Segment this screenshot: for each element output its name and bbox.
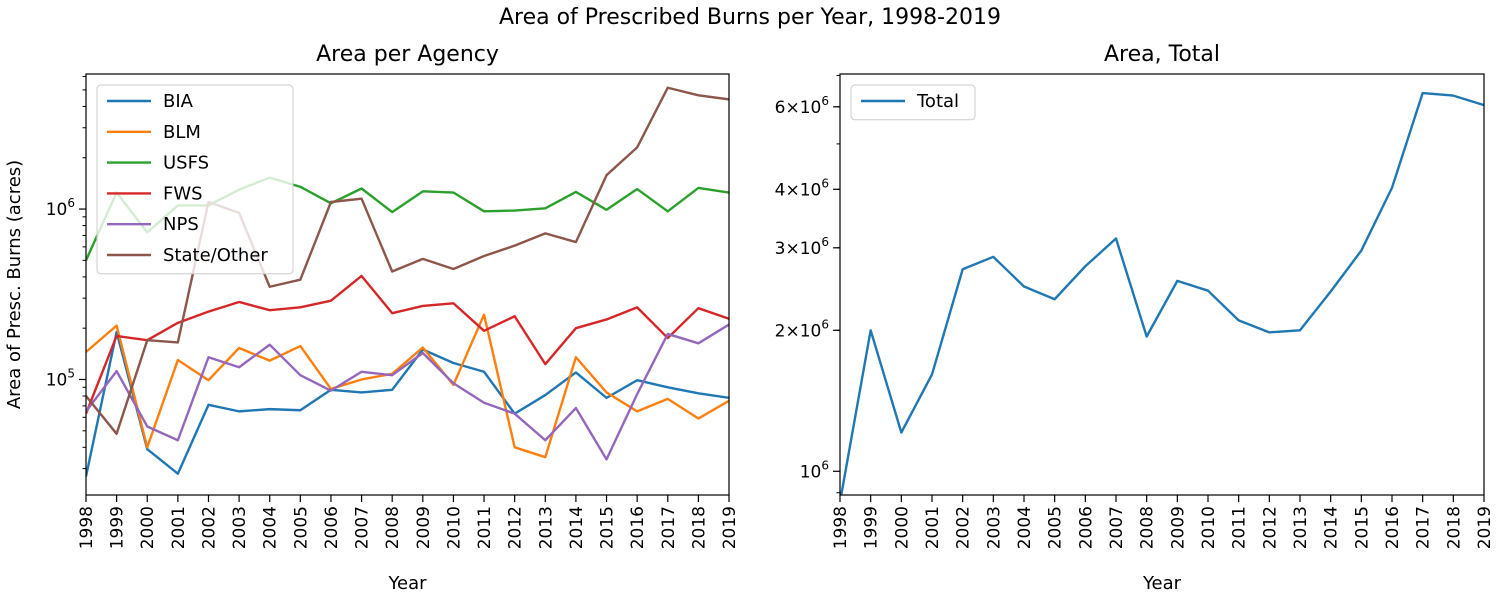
chart2-plot-frame bbox=[839, 73, 1485, 496]
chart2-xtick-label: 2004 bbox=[1015, 506, 1035, 549]
chart1-title: Area per Agency bbox=[316, 42, 499, 67]
chart1-xtick-label: 2012 bbox=[506, 506, 526, 549]
chart1-legend-label-usfs: USFS bbox=[163, 153, 209, 174]
chart2-ytick-label: 106 bbox=[800, 458, 829, 482]
chart2-xtick-label: 2002 bbox=[954, 506, 974, 549]
chart1-xlabel: Year bbox=[387, 573, 427, 594]
chart2-legend: Total bbox=[850, 84, 976, 121]
chart2-series-total bbox=[840, 91, 1484, 495]
chart1-series-bia bbox=[86, 330, 729, 477]
chart1-legend-label-nps: NPS bbox=[163, 214, 199, 235]
chart2-xtick-label: 2003 bbox=[984, 506, 1004, 549]
chart1-plot-frame bbox=[85, 73, 730, 496]
chart1-series-blm bbox=[86, 313, 729, 459]
chart2-xtick-label: 2007 bbox=[1107, 506, 1127, 549]
chart2-ytick-label: 2×106 bbox=[775, 317, 829, 341]
chart1-legend-label-state-other: State/Other bbox=[163, 245, 268, 266]
chart2-xtick-label: 2015 bbox=[1352, 506, 1372, 549]
chart2-xtick-label: 2009 bbox=[1168, 506, 1188, 549]
chart1-xtick-label: 2007 bbox=[353, 506, 373, 549]
chart1-xtick-label: 2006 bbox=[322, 506, 342, 549]
chart1-xtick-label: 1998 bbox=[77, 506, 97, 549]
chart1-ylabel: Area of Presc. Burns (acres) bbox=[4, 160, 25, 409]
figure-title: Area of Prescribed Burns per Year, 1998-… bbox=[499, 5, 1001, 30]
chart2-xtick-label: 2010 bbox=[1199, 506, 1219, 549]
chart1-xtick-label: 2009 bbox=[414, 506, 434, 549]
chart1-ytick-label: 106 bbox=[46, 196, 75, 220]
chart2-legend-label-total: Total bbox=[916, 91, 959, 112]
chart2-xtick-label: 2013 bbox=[1291, 506, 1311, 549]
chart1-xtick-label: 2005 bbox=[291, 506, 311, 549]
chart1-series-fws bbox=[86, 274, 729, 415]
chart1-legend: BIA BLM USFS FWS NPS State/Other bbox=[96, 84, 294, 275]
chart1-xtick-label: 2002 bbox=[199, 506, 219, 549]
chart1-xtick-label: 2011 bbox=[475, 506, 495, 549]
chart1-xtick-label: 2001 bbox=[169, 506, 189, 549]
chart2-xtick-label: 2016 bbox=[1383, 506, 1403, 549]
chart1-xtick-label: 2017 bbox=[659, 506, 679, 549]
chart1-xtick-label: 2000 bbox=[138, 506, 158, 549]
chart1-legend-label-fws: FWS bbox=[163, 183, 203, 204]
chart2-title: Area, Total bbox=[1104, 42, 1220, 67]
chart2-ytick-label: 6×106 bbox=[775, 94, 829, 118]
chart2-ytick-label: 4×106 bbox=[775, 176, 829, 200]
chart2-xtick-label: 2001 bbox=[923, 506, 943, 549]
chart1-ytick-label: 105 bbox=[46, 366, 75, 390]
chart1-xtick-label: 2015 bbox=[598, 506, 618, 549]
chart2-xtick-label: 2014 bbox=[1322, 506, 1342, 549]
chart1-legend-label-bia: BIA bbox=[163, 91, 194, 112]
chart2-xtick-label: 2005 bbox=[1046, 506, 1066, 549]
chart1-legend-label-blm: BLM bbox=[163, 122, 201, 143]
chart1-xtick-label: 2014 bbox=[567, 506, 587, 549]
chart2-xtick-label: 1998 bbox=[831, 506, 851, 549]
chart2-xlabel: Year bbox=[1142, 573, 1182, 594]
chart2-ytick-label: 3×106 bbox=[775, 235, 829, 259]
chart2-xtick-label: 1999 bbox=[862, 506, 882, 549]
chart1-xtick-label: 2004 bbox=[261, 506, 281, 549]
chart1-xtick-label: 2013 bbox=[536, 506, 556, 549]
chart2-xtick-label: 2018 bbox=[1444, 506, 1464, 549]
chart1-xtick-label: 2018 bbox=[689, 506, 709, 549]
chart2-xtick-label: 2011 bbox=[1230, 506, 1250, 549]
chart1-xtick-label: 2016 bbox=[628, 506, 648, 549]
chart1-series-nps bbox=[86, 323, 729, 461]
chart2-xtick-label: 2008 bbox=[1138, 506, 1158, 549]
chart2-xtick-label: 2019 bbox=[1475, 506, 1495, 549]
chart1-xtick-label: 2003 bbox=[230, 506, 250, 549]
total-area-chart: 106 2×106 3×106 4×106 6×106 1998 1999 2000 2001 2… bbox=[775, 42, 1495, 594]
chart2-xtick-label: 2012 bbox=[1260, 506, 1280, 549]
chart2-xtick-label: 2017 bbox=[1414, 506, 1434, 549]
chart1-xtick-label: 2008 bbox=[383, 506, 403, 549]
chart1-xtick-label: 2019 bbox=[720, 506, 740, 549]
agency-area-chart: 105 106 1998 1999 2000 2001 2002 2003 2004 2005 20… bbox=[4, 42, 740, 594]
chart1-xtick-label: 1999 bbox=[108, 506, 128, 549]
chart2-xtick-label: 2006 bbox=[1076, 506, 1096, 549]
chart2-xtick-label: 2000 bbox=[892, 506, 912, 549]
chart1-xtick-label: 2010 bbox=[444, 506, 464, 549]
